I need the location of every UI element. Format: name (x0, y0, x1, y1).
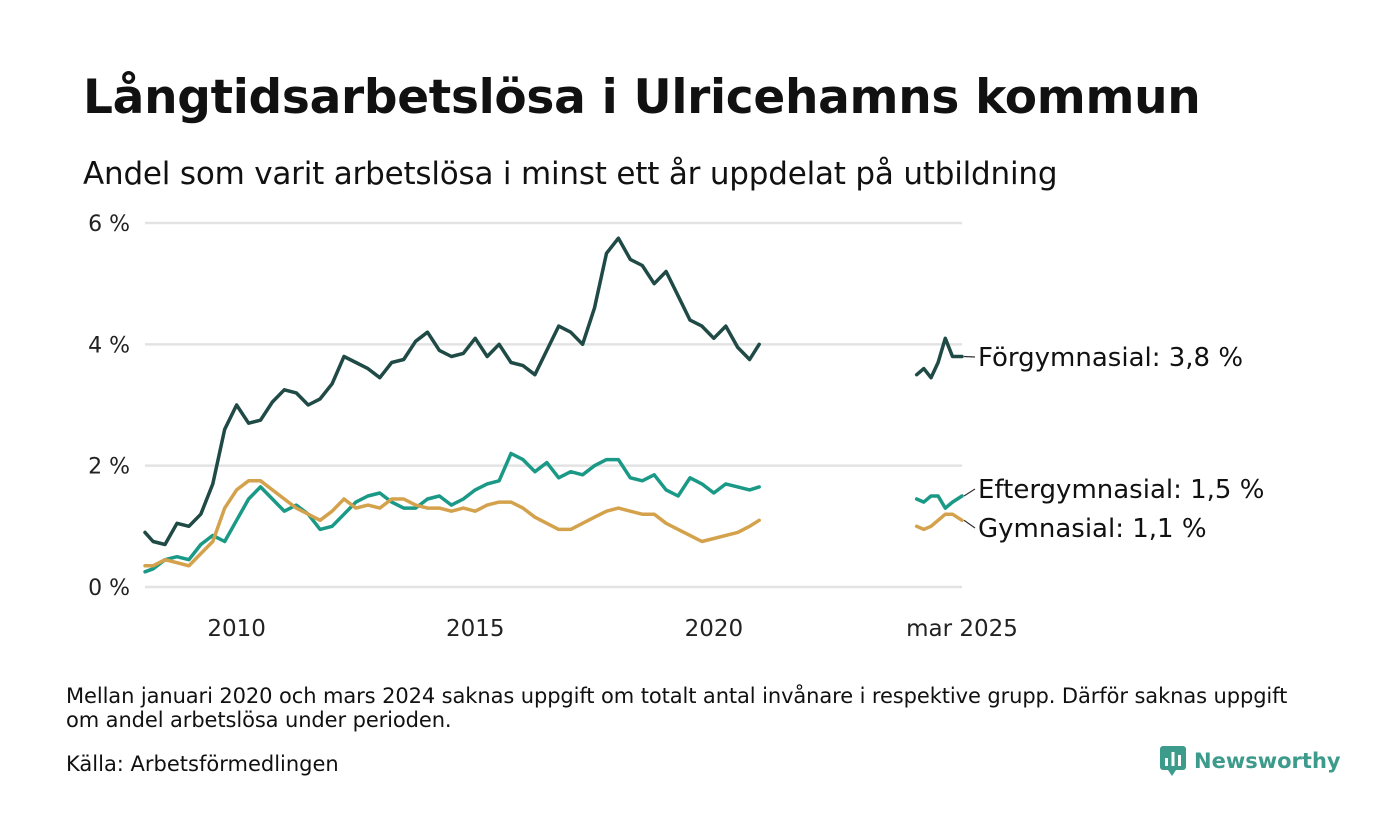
series-line-0-segment-1 (914, 336, 964, 380)
brand-name: Newsworthy (1194, 749, 1341, 773)
y-tick-label: 2 % (88, 455, 130, 480)
series-line-0-segment-0 (143, 236, 761, 547)
chart-subtitle: Andel som varit arbetslösa i minst ett å… (83, 156, 1058, 192)
series-line-2-segment-0 (143, 479, 761, 568)
series-line-2-segment-1 (914, 512, 964, 532)
series-line-1-segment-1 (914, 494, 964, 510)
series-label-leader (963, 519, 976, 529)
footnote: Mellan januari 2020 och mars 2024 saknas… (66, 684, 1288, 732)
series-label-leader (963, 488, 976, 497)
chart-title: Långtidsarbetslösa i Ulricehamns kommun (83, 70, 1201, 125)
series-label: Gymnasial: 1,1 % (978, 514, 1207, 544)
x-tick-label: mar 2025 (906, 616, 1018, 642)
series-label: Förgymnasial: 3,8 % (978, 343, 1243, 373)
source-note: Källa: Arbetsförmedlingen (66, 752, 339, 776)
x-tick-label: 2015 (446, 616, 505, 642)
series-label-leader (963, 355, 976, 358)
bar-chart-speech-bubble-icon (1160, 746, 1186, 776)
x-tick-label: 2020 (685, 616, 744, 642)
y-tick-label: 0 % (88, 576, 130, 601)
y-tick-label: 4 % (88, 333, 130, 358)
x-tick-label: 2010 (207, 616, 266, 642)
series-line-1-segment-0 (143, 451, 761, 574)
y-tick-label: 6 % (88, 212, 130, 237)
brand-logo: Newsworthy (1160, 746, 1341, 776)
series-label: Eftergymnasial: 1,5 % (978, 475, 1264, 505)
